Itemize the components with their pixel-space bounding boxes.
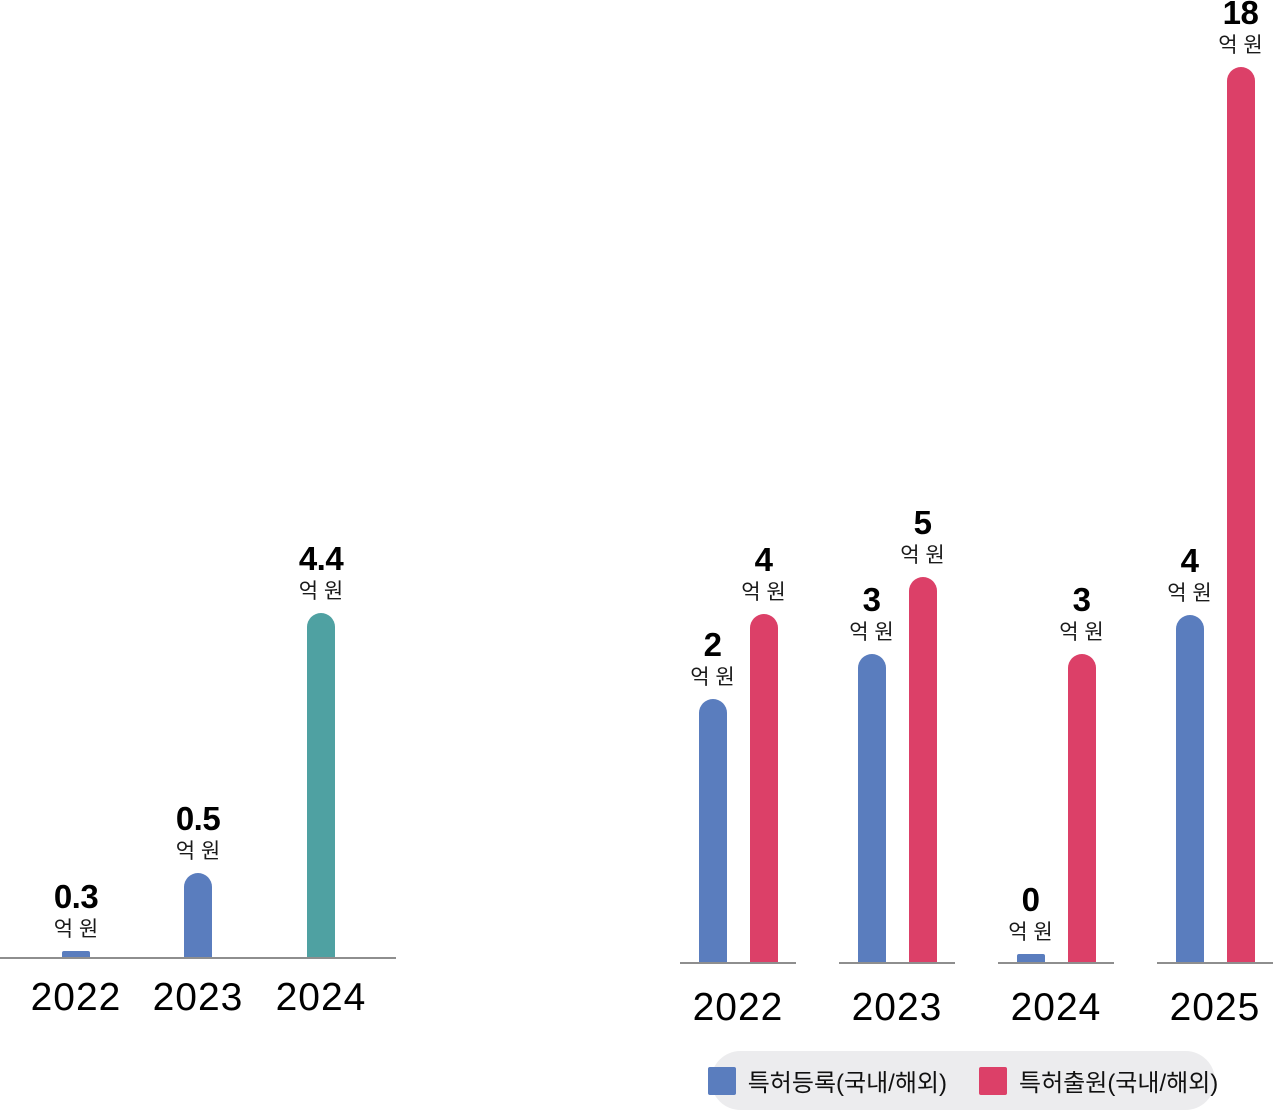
bar-value-label: 4.4 [298,540,344,578]
bar-unit-label: 억 원 [1167,581,1212,605]
bar-value-label: 0 [1021,881,1040,919]
bar-value-label: 4 [1180,542,1199,580]
bar-unit-label: 억 원 [900,543,945,567]
bar-unit-label: 억 원 [741,580,786,604]
x-axis-category-label: 2022 [30,976,122,1019]
bar-column: 4.4 억 원 [246,541,396,957]
bar [698,699,727,962]
legend-item-patent-registration: 특허등록(국내/해외) [707,1063,947,1098]
bar-value-label: 2 [703,626,722,664]
legend-item-patent-application: 특허출원(국내/해외) [979,1063,1218,1098]
bar [857,654,886,962]
x-axis-category-label: 2023 [152,976,244,1019]
bar [1226,67,1255,962]
bar-unit-label: 억 원 [1218,33,1263,57]
bar-unit-label: 억 원 [53,917,99,941]
bar [62,951,90,957]
bar [1175,615,1204,962]
x-axis-category-label: 2025 [1169,986,1261,1029]
bar [184,873,212,957]
x-axis-line [680,962,796,964]
bar-column: 0.3 억 원 [1,879,151,957]
bar [1067,654,1096,962]
bar [908,577,937,962]
x-axis-line [839,962,955,964]
x-axis-line [0,957,396,959]
bar-value-label: 18 [1222,0,1259,32]
bar-value-label: 0.3 [53,878,99,916]
x-axis-line [1157,962,1273,964]
legend-label-patent-registration: 특허등록(국내/해외) [747,1070,947,1097]
legend-label-patent-application: 특허출원(국내/해외) [1019,1070,1219,1097]
bar-unit-label: 억 원 [1008,920,1053,944]
x-axis-category-label: 2024 [275,976,367,1019]
bar-value-label: 3 [1072,581,1091,619]
bar-unit-label: 억 원 [1059,620,1104,644]
bar [1016,954,1045,962]
bar-column: 18 억 원 [1166,0,1275,962]
bar-column: 0.5 억 원 [123,801,273,957]
legend-swatch-blue-icon [707,1066,736,1095]
x-axis-line [998,962,1114,964]
bar-unit-label: 억 원 [298,579,344,603]
x-axis-category-label: 2024 [1010,986,1102,1029]
bar-value-label: 5 [913,504,932,542]
x-axis-category-label: 2022 [692,986,784,1029]
bar-value-label: 0.5 [175,800,221,838]
legend-swatch-red-icon [979,1066,1007,1095]
bar-value-label: 3 [862,581,881,619]
bar [749,614,778,962]
legend: 특허등록(국내/해외) 특허출원(국내/해외) [707,1051,1218,1110]
bar-unit-label: 억 원 [175,839,221,863]
bar-unit-label: 억 원 [690,665,735,689]
bar-unit-label: 억 원 [849,620,894,644]
bar [307,613,335,957]
x-axis-category-label: 2023 [851,986,943,1029]
bar-value-label: 4 [754,541,773,579]
